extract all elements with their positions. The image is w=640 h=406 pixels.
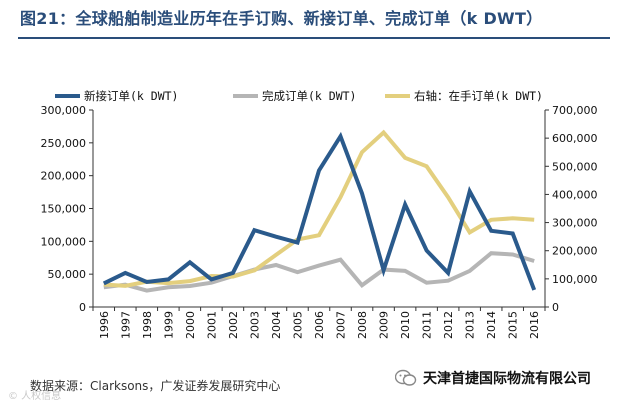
y-right-tick-label: 200,000 — [552, 245, 598, 258]
x-tick-label: 2016 — [528, 311, 541, 339]
legend-label-orderbook: 右轴：在手订单(k DWT) — [414, 89, 543, 103]
chart-title: 图21：全球船舶制造业历年在手订购、新接订单、完成订单（k DWT） — [20, 9, 543, 28]
brand: 天津首捷国际物流有限公司 — [395, 368, 591, 388]
x-tick-label: 2014 — [485, 311, 498, 339]
x-tick-label: 2010 — [399, 311, 412, 339]
y-right-tick-label: 400,000 — [552, 188, 598, 201]
y-left-tick-label: 200,000 — [41, 170, 87, 183]
y-right-tick-label: 500,000 — [552, 160, 598, 173]
legend-label-new-orders: 新接订单(k DWT) — [84, 89, 178, 103]
title-rule — [18, 37, 610, 39]
x-tick-label: 2007 — [335, 311, 348, 339]
x-tick-label: 2015 — [507, 311, 520, 339]
x-tick-label: 2002 — [227, 311, 240, 339]
x-tick-label: 2009 — [378, 311, 391, 339]
y-left-tick-label: 100,000 — [41, 235, 87, 248]
wechat-icon — [395, 369, 417, 386]
watermark: © 人权信息 — [8, 391, 62, 402]
x-tick-label: 2006 — [313, 311, 326, 339]
x-tick-label: 1997 — [119, 311, 132, 339]
legend: 新接订单(k DWT) 完成订单(k DWT) 右轴：在手订单(k DWT) — [55, 89, 543, 103]
x-tick-label: 1999 — [162, 311, 175, 339]
y-left-tick-label: 0 — [79, 301, 86, 314]
series-line-completed-orders — [102, 131, 537, 291]
x-tick-label: 2008 — [356, 311, 369, 339]
y-right-tick-label: 300,000 — [552, 217, 598, 230]
y-right-tick-label: 0 — [552, 301, 559, 314]
series-line-orderbook — [103, 251, 535, 293]
x-tick-label: 2011 — [421, 311, 434, 339]
y-left-tick-label: 50,000 — [48, 268, 87, 281]
y-left-tick-label: 150,000 — [41, 203, 87, 216]
y-right-tick-label: 700,000 — [552, 104, 598, 117]
x-tick-label: 2001 — [205, 311, 218, 339]
x-tick-label: 2000 — [184, 311, 197, 339]
x-tick-label: 2005 — [291, 311, 304, 339]
x-tick-label: 2004 — [270, 311, 283, 339]
x-tick-label: 1998 — [141, 311, 154, 339]
series-line-new-orders — [103, 129, 535, 288]
x-tick-label: 2003 — [248, 311, 261, 339]
x-tick-label: 2013 — [464, 311, 477, 339]
x-tick-label: 2012 — [442, 311, 455, 339]
x-tick-label: 1996 — [98, 311, 111, 339]
y-right-tick-label: 100,000 — [552, 273, 598, 286]
source-note: 数据来源：Clarksons，广发证券发展研究中心 — [30, 379, 281, 393]
legend-label-completed-orders: 完成订单(k DWT) — [262, 89, 356, 103]
y-left-tick-label: 250,000 — [41, 137, 87, 150]
y-right-tick-label: 600,000 — [552, 132, 598, 145]
brand-name: 天津首捷国际物流有限公司 — [423, 371, 591, 387]
y-left-tick-label: 300,000 — [41, 104, 87, 117]
